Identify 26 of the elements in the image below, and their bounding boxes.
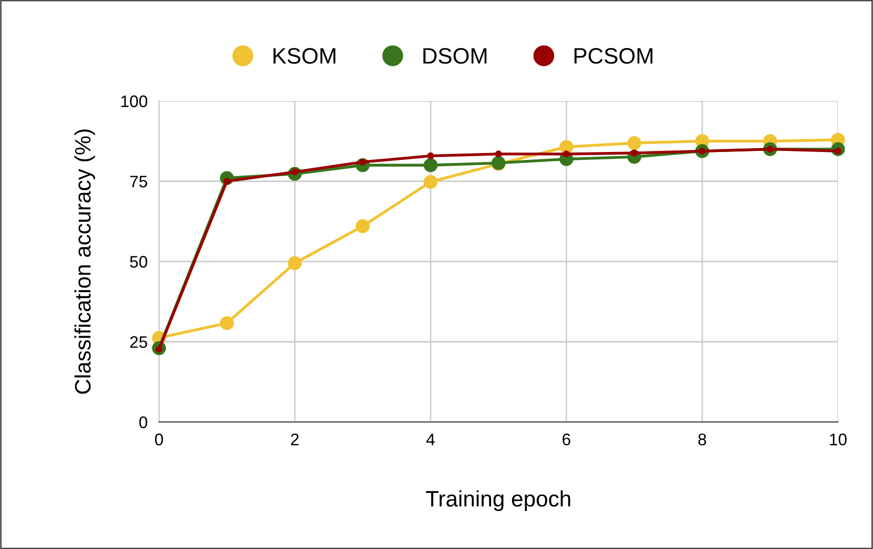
point bbox=[288, 256, 302, 270]
x-tick-label: 0 bbox=[155, 434, 163, 446]
x-tick-label: 8 bbox=[698, 434, 706, 446]
point bbox=[559, 140, 574, 154]
point bbox=[427, 152, 434, 160]
point bbox=[220, 316, 234, 330]
legend-label: KSOM bbox=[274, 48, 336, 64]
point bbox=[424, 158, 438, 172]
x-tick-label: 6 bbox=[562, 434, 570, 446]
legend-label: DSOM bbox=[423, 48, 486, 64]
y-tick-label: 25 bbox=[130, 336, 148, 348]
y-tick-label: 50 bbox=[130, 256, 148, 268]
x-tick-label: 10 bbox=[830, 434, 847, 446]
point bbox=[627, 136, 642, 150]
y-tick-label: 100 bbox=[121, 95, 148, 108]
x-tick-label: 4 bbox=[426, 434, 435, 446]
x-axis-title: Training epoch bbox=[426, 490, 570, 512]
legend-label: PCSOM bbox=[574, 48, 652, 64]
y-axis-title: Classification accuracy (%) bbox=[74, 130, 96, 394]
point bbox=[495, 150, 502, 158]
y-tick-label: 0 bbox=[139, 416, 148, 428]
x-tick-label: 2 bbox=[291, 434, 299, 446]
point bbox=[424, 174, 438, 189]
y-tick-label: 75 bbox=[130, 176, 148, 188]
point bbox=[562, 150, 570, 158]
point bbox=[356, 219, 370, 234]
